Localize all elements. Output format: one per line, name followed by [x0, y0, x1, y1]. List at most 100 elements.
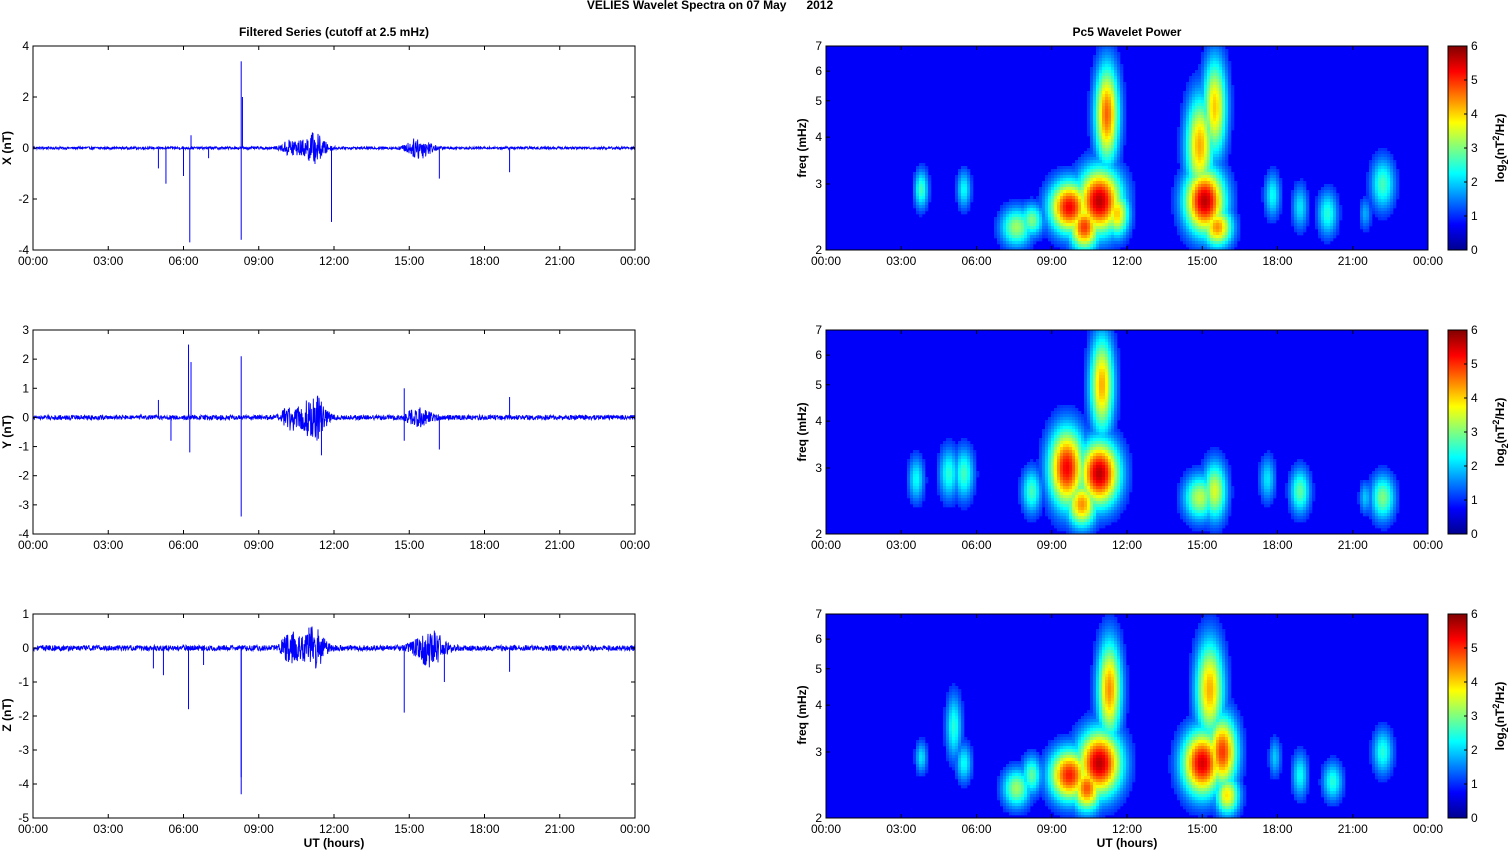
power-cell — [1048, 238, 1051, 241]
colorbar-tick-label: 4 — [1471, 107, 1478, 121]
y-tick-label: 3 — [22, 323, 29, 337]
power-cell — [1231, 190, 1234, 193]
power-cell — [1216, 82, 1219, 85]
power-cell — [1048, 214, 1051, 217]
power-cell — [1123, 139, 1126, 142]
power-cell — [1096, 112, 1099, 115]
power-cell — [973, 462, 976, 465]
power-cell — [1198, 79, 1201, 82]
power-cell — [1189, 169, 1192, 172]
power-cell — [1084, 175, 1087, 178]
power-cell — [1081, 447, 1084, 450]
power-cell — [1087, 378, 1090, 381]
power-cell — [1120, 154, 1123, 157]
power-cell — [1180, 166, 1183, 169]
power-cell — [1228, 130, 1231, 133]
power-cell — [1201, 124, 1204, 127]
power-cell — [1069, 199, 1072, 202]
power-cell — [1096, 79, 1099, 82]
power-cell — [1024, 199, 1027, 202]
power-cell — [1102, 169, 1105, 172]
power-cell — [1375, 193, 1378, 196]
power-cell — [1216, 154, 1219, 157]
power-cell — [1324, 193, 1327, 196]
power-cell — [1222, 145, 1225, 148]
power-cell — [1066, 232, 1069, 235]
power-cell — [1084, 151, 1087, 154]
power-cell — [1003, 244, 1006, 247]
power-cell — [1093, 91, 1096, 94]
power-cell — [1201, 226, 1204, 229]
power-cell — [1069, 405, 1072, 408]
power-cell — [1381, 468, 1384, 471]
power-cell — [1396, 190, 1399, 193]
power-cell — [1219, 67, 1222, 70]
power-cell — [1087, 366, 1090, 369]
power-cell — [1216, 67, 1219, 70]
power-cell — [1222, 58, 1225, 61]
power-cell — [1051, 462, 1054, 465]
power-cell — [970, 459, 973, 462]
power-cell — [1108, 178, 1111, 181]
power-cell — [1111, 61, 1114, 64]
power-cell — [1213, 61, 1216, 64]
power-cell — [1222, 217, 1225, 220]
power-cell — [1210, 67, 1213, 70]
power-cell — [1063, 450, 1066, 453]
power-cell — [1192, 226, 1195, 229]
power-cell — [1318, 235, 1321, 238]
power-cell — [1078, 456, 1081, 459]
power-cell — [1117, 217, 1120, 220]
power-cell — [1072, 465, 1075, 468]
power-cell — [958, 462, 961, 465]
power-cell — [1126, 193, 1129, 196]
x-series-panel: Filtered Series (cutoff at 2.5 mHz) -4-2… — [0, 25, 650, 268]
power-cell — [1084, 408, 1087, 411]
power-cell — [1201, 471, 1204, 474]
power-cell — [1396, 178, 1399, 181]
power-cell — [1111, 97, 1114, 100]
power-cell — [1072, 166, 1075, 169]
power-cell — [1183, 223, 1186, 226]
power-cell — [1189, 112, 1192, 115]
power-cell — [1123, 112, 1126, 115]
power-cell — [1060, 193, 1063, 196]
power-cell — [1087, 426, 1090, 429]
power-cell — [1063, 205, 1066, 208]
power-cell — [1096, 139, 1099, 142]
power-cell — [1015, 211, 1018, 214]
power-cell — [1117, 378, 1120, 381]
power-cell — [1111, 393, 1114, 396]
power-cell — [1108, 211, 1111, 214]
power-cell — [1039, 217, 1042, 220]
power-cell — [1123, 130, 1126, 133]
power-cell — [1186, 226, 1189, 229]
power-cell — [1267, 196, 1270, 199]
power-cell — [1108, 241, 1111, 244]
power-cell — [1177, 211, 1180, 214]
power-cell — [1231, 178, 1234, 181]
power-cell — [1081, 429, 1084, 432]
power-cell — [955, 456, 958, 459]
power-cell — [970, 178, 973, 181]
power-cell — [1396, 172, 1399, 175]
power-cell — [1066, 405, 1069, 408]
power-cell — [1102, 220, 1105, 223]
power-cell — [1048, 462, 1051, 465]
power-cell — [1189, 208, 1192, 211]
power-cell — [1084, 357, 1087, 360]
power-cell — [1390, 211, 1393, 214]
power-cell — [1102, 453, 1105, 456]
power-cell — [1207, 103, 1210, 106]
power-cell — [955, 444, 958, 447]
power-cell — [1117, 414, 1120, 417]
power-cell — [1126, 217, 1129, 220]
power-cell — [1090, 214, 1093, 217]
power-cell — [1084, 202, 1087, 205]
power-cell — [1315, 214, 1318, 217]
power-cell — [1081, 468, 1084, 471]
power-cell — [1126, 184, 1129, 187]
power-cell — [1072, 414, 1075, 417]
power-cell — [1093, 459, 1096, 462]
power-cell — [1231, 97, 1234, 100]
